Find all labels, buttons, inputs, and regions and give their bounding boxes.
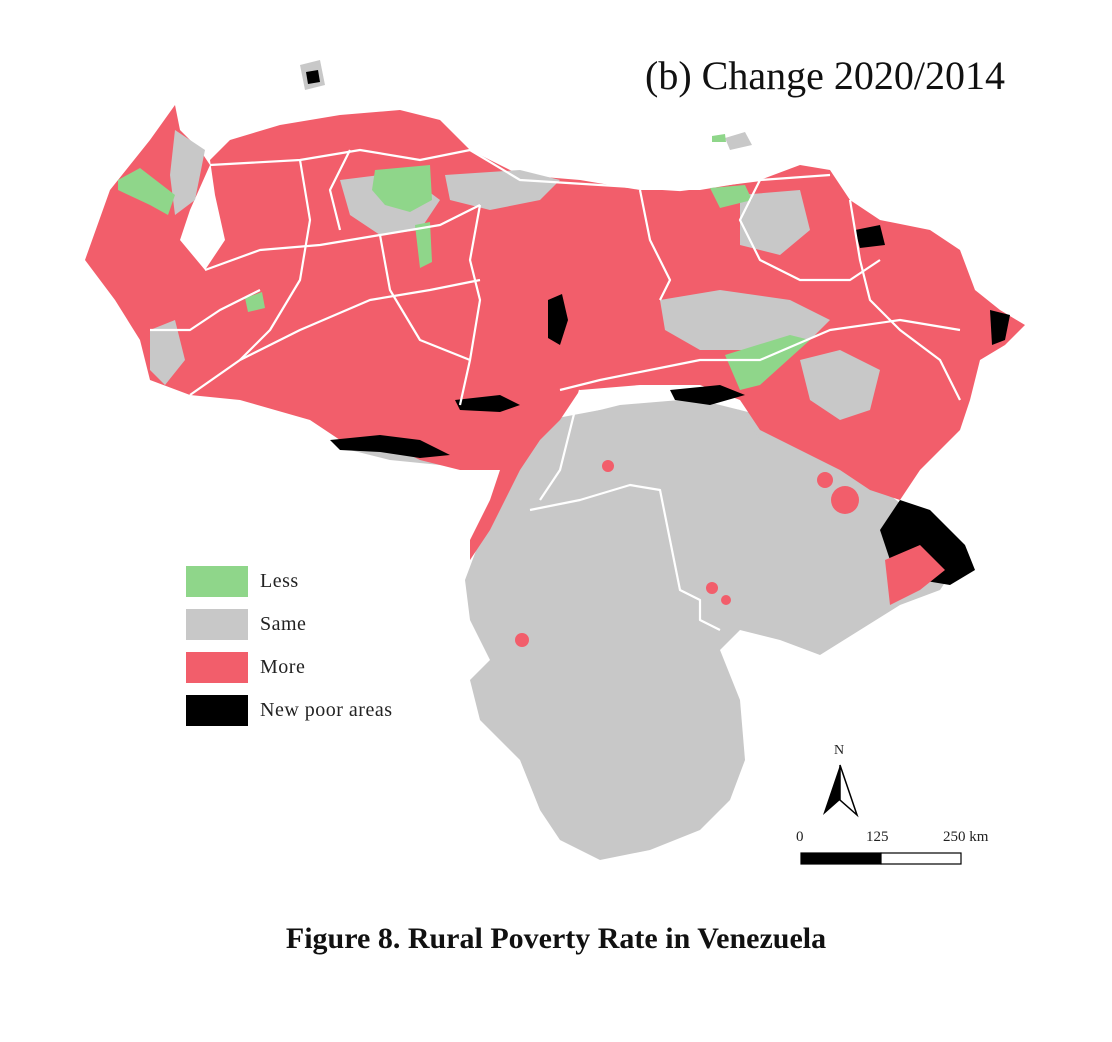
more-patch-1 bbox=[831, 486, 859, 514]
scale-tick-250: 250 km bbox=[943, 829, 989, 845]
more-patch-5 bbox=[515, 633, 529, 647]
region-zulia-same bbox=[170, 130, 205, 215]
region-island-same-2 bbox=[725, 132, 752, 150]
region-less-3 bbox=[415, 222, 432, 268]
region-south-same-patch bbox=[555, 400, 760, 470]
region-east-same-3 bbox=[800, 350, 880, 420]
legend-swatch-same bbox=[186, 609, 248, 640]
legend-label-more: More bbox=[260, 656, 306, 678]
region-less-7 bbox=[712, 134, 726, 142]
legend-swatch-more bbox=[186, 652, 248, 683]
region-less-2 bbox=[372, 165, 432, 212]
region-less-4 bbox=[710, 185, 752, 208]
new-poor-delta bbox=[990, 310, 1010, 345]
north-label: N bbox=[834, 743, 845, 758]
panel-title: (b) Change 2020/2014 bbox=[645, 53, 1005, 98]
legend-item-more: More bbox=[186, 652, 446, 684]
new-poor-center bbox=[548, 294, 568, 345]
legend-item-same: Same bbox=[186, 609, 446, 641]
new-poor-south-border bbox=[330, 435, 450, 458]
region-less-1 bbox=[118, 168, 175, 215]
region-west-same bbox=[150, 320, 185, 385]
legend-label-same: Same bbox=[260, 613, 307, 635]
scale-tick-0: 0 bbox=[796, 829, 804, 845]
figure-caption: Figure 8. Rural Poverty Rate in Venezuel… bbox=[285, 922, 827, 955]
more-patch-4 bbox=[721, 595, 731, 605]
region-east-same-2 bbox=[660, 290, 830, 350]
state-borders bbox=[150, 148, 961, 631]
region-less-6 bbox=[245, 292, 265, 312]
more-patch-7 bbox=[885, 545, 945, 605]
legend-label-new-poor: New poor areas bbox=[260, 699, 393, 721]
legend-label-less: Less bbox=[260, 570, 299, 592]
legend-item-less: Less bbox=[186, 566, 446, 598]
new-poor-island bbox=[306, 70, 320, 84]
new-poor-east bbox=[855, 225, 885, 248]
region-east-same-1 bbox=[740, 190, 810, 255]
more-patch-3 bbox=[706, 582, 718, 594]
legend-item-new-poor: New poor areas bbox=[186, 695, 446, 727]
scale-bar bbox=[800, 852, 962, 865]
new-poor-south-center bbox=[670, 385, 745, 405]
legend-swatch-less bbox=[186, 566, 248, 597]
region-south-same bbox=[465, 400, 960, 860]
legend-swatch-new-poor bbox=[186, 695, 248, 726]
more-patch-6 bbox=[602, 460, 614, 472]
more-patch-2 bbox=[817, 472, 833, 488]
scale-tick-125: 125 bbox=[866, 829, 889, 845]
new-poor-south-rim bbox=[455, 395, 520, 412]
north-arrow-icon bbox=[823, 764, 859, 818]
